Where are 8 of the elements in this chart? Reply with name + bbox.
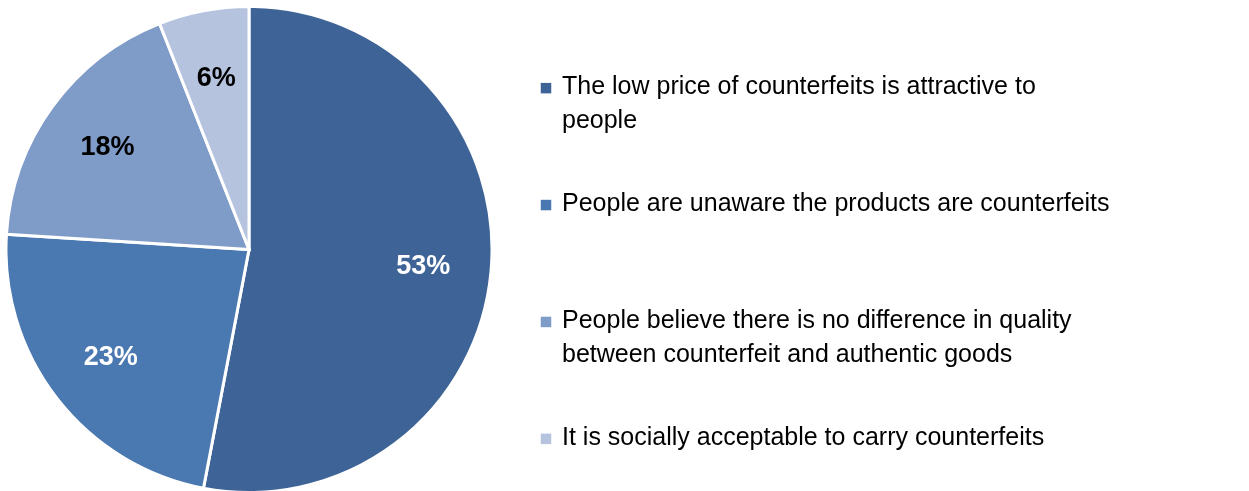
data-label: 53% [396,249,451,280]
data-label: 18% [80,130,135,161]
data-label: 6% [196,61,236,92]
legend-label: People are unaware the products are counterfeits [562,188,1110,217]
data-label: 23% [83,340,138,371]
legend-label: People believe there is no difference in quality between counterfeit and authentic goods [562,304,1073,367]
legend-label: It is socially acceptable to carry counterfeits [562,421,1045,450]
legend-label: The low price of counterfeits is attractive to people [562,71,1036,134]
